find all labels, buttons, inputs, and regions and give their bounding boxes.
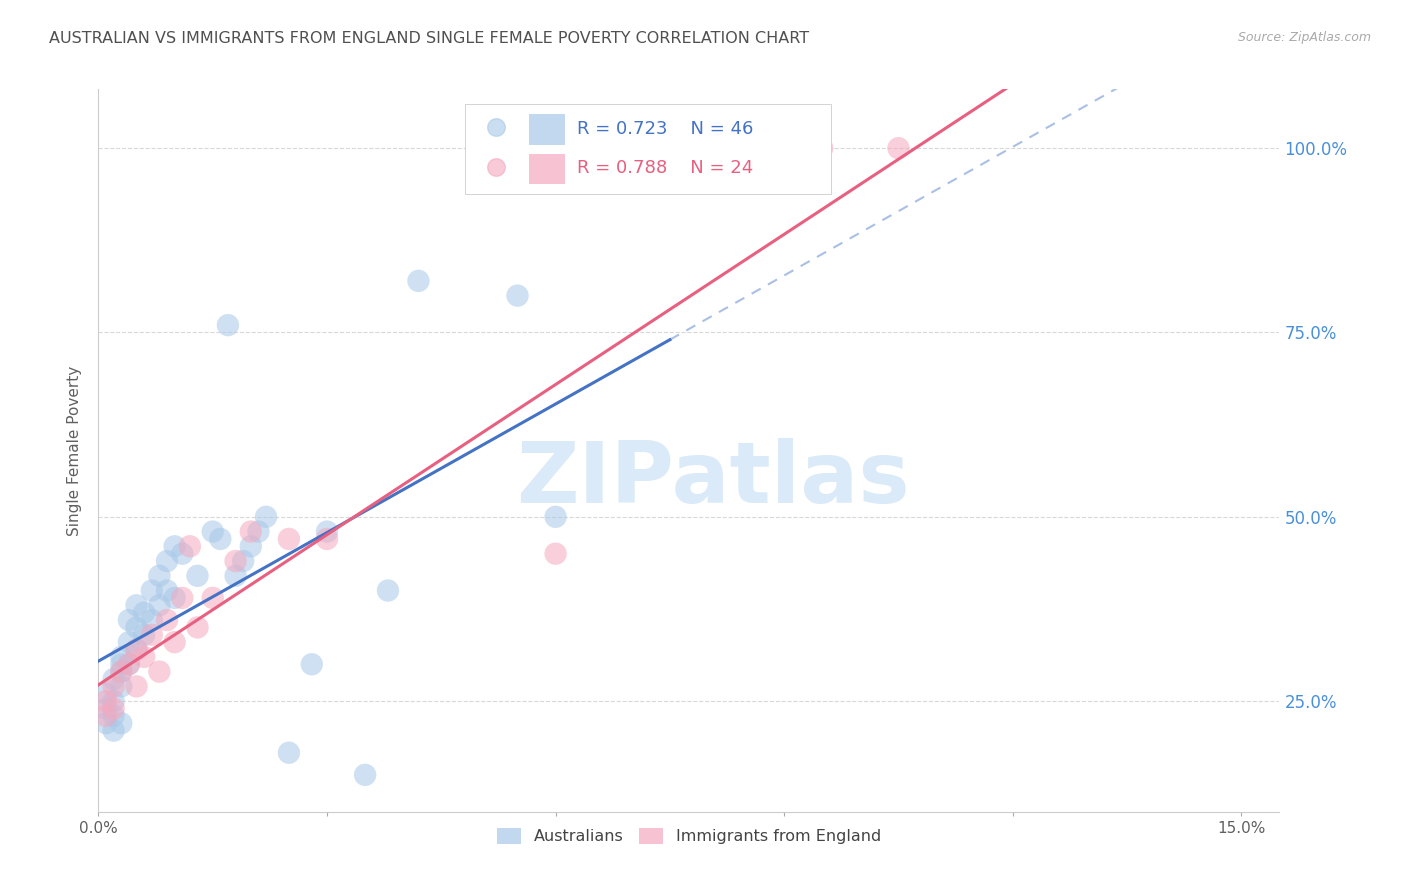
Point [94,694,117,708]
Point [134,606,156,620]
Point [163,539,186,553]
Point [506,288,529,302]
Point [134,628,156,642]
Text: R = 0.788    N = 24: R = 0.788 N = 24 [576,159,754,177]
Point [110,657,132,672]
FancyBboxPatch shape [464,103,831,194]
Point [186,620,208,634]
Point [377,583,399,598]
Point [141,613,163,627]
Point [103,672,125,686]
Point [811,141,834,155]
Legend: Australians, Immigrants from England: Australians, Immigrants from England [491,822,887,851]
Point [103,709,125,723]
Y-axis label: Single Female Poverty: Single Female Poverty [67,366,83,535]
Point [225,569,247,583]
Text: ZIPatlas: ZIPatlas [516,438,910,521]
Point [887,141,910,155]
Point [103,679,125,693]
Point [277,532,299,546]
Point [118,657,141,672]
Point [118,635,141,649]
Point [201,524,224,539]
Point [239,524,262,539]
Point [316,524,339,539]
Point [179,539,201,553]
Point [544,509,567,524]
Point [110,665,132,679]
Point [148,569,170,583]
Point [110,665,132,679]
Text: AUSTRALIAN VS IMMIGRANTS FROM ENGLAND SINGLE FEMALE POVERTY CORRELATION CHART: AUSTRALIAN VS IMMIGRANTS FROM ENGLAND SI… [49,31,810,46]
Point [156,613,179,627]
Point [163,591,186,605]
Text: Source: ZipAtlas.com: Source: ZipAtlas.com [1237,31,1371,45]
Point [544,547,567,561]
Point [148,665,170,679]
Point [201,591,224,605]
Point [125,642,148,657]
Point [254,509,277,524]
Point [141,583,163,598]
Point [94,716,117,731]
Point [277,746,299,760]
Point [110,679,132,693]
Point [232,554,254,568]
Text: R = 0.723    N = 46: R = 0.723 N = 46 [576,120,754,138]
Point [125,599,148,613]
Point [156,554,179,568]
Point [134,649,156,664]
Point [148,599,170,613]
Point [172,547,194,561]
Point [316,532,339,546]
Point [156,583,179,598]
Point [118,657,141,672]
Point [103,701,125,715]
Point [94,701,117,715]
Point [118,613,141,627]
FancyBboxPatch shape [530,153,565,184]
Point [247,524,270,539]
Point [125,620,148,634]
Point [125,679,148,693]
Point [239,539,262,553]
Point [110,649,132,664]
Point [209,532,232,546]
Point [110,716,132,731]
Point [408,274,430,288]
Point [217,318,239,332]
FancyBboxPatch shape [530,114,565,145]
Point [125,642,148,657]
Point [94,709,117,723]
Point [354,768,377,782]
Point [103,694,125,708]
Point [172,591,194,605]
Point [103,723,125,738]
Point [186,569,208,583]
Point [141,628,163,642]
Point [94,687,117,701]
Point [225,554,247,568]
Point [301,657,323,672]
Point [163,635,186,649]
